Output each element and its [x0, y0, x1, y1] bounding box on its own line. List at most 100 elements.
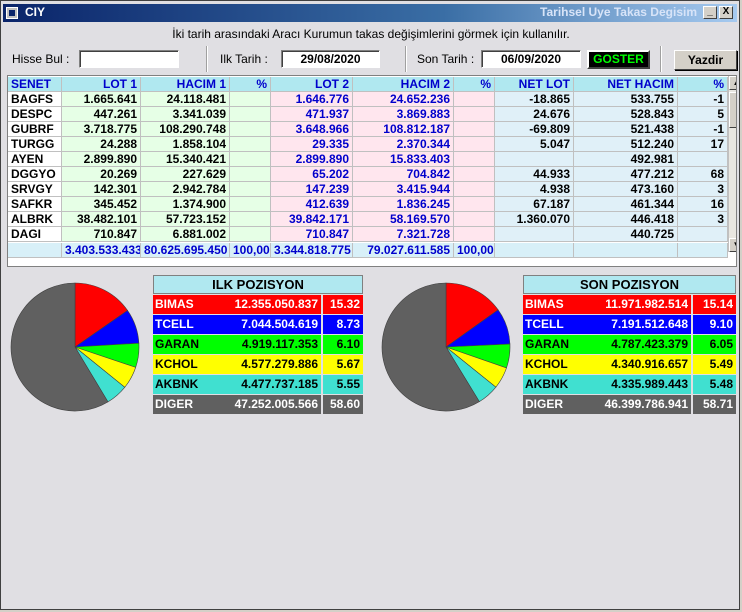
son-item-percent: 58.71 [693, 395, 736, 414]
totals-cell: 100,00 [454, 243, 495, 258]
son-item-value: 46.399.786.941 [585, 395, 691, 414]
table-cell: 5.047 [495, 137, 574, 152]
son-pie-slice-bimas [445, 282, 499, 348]
son-item-name: BIMAS [523, 295, 585, 314]
table-cell: 142.301 [62, 182, 141, 197]
table-cell: 7.321.728 [353, 227, 454, 242]
table-cell: 4.938 [495, 182, 574, 197]
yazdir-button[interactable]: Yazdir [674, 50, 737, 70]
column-header-pct2[interactable]: % [454, 77, 495, 92]
table-cell: 3.648.966 [271, 122, 353, 137]
hisse-search-input[interactable] [79, 50, 179, 68]
table-cell: 1.858.104 [141, 137, 230, 152]
column-header-lot1[interactable]: LOT 1 [62, 77, 141, 92]
scroll-up-icon[interactable]: ▲ [729, 76, 736, 90]
table-cell: 1.374.900 [141, 197, 230, 212]
ilk-item-percent: 5.55 [323, 375, 363, 394]
app-icon[interactable] [6, 7, 18, 19]
son-tarih-input[interactable]: 06/09/2020 [481, 50, 581, 68]
table-row-senet: DGGYO [8, 167, 62, 182]
table-cell: 38.482.101 [62, 212, 141, 227]
table-row-senet: DAGI [8, 227, 62, 242]
table-cell [230, 137, 271, 152]
column-header-lot2[interactable]: LOT 2 [271, 77, 353, 92]
table-cell [230, 212, 271, 227]
separator [660, 46, 662, 72]
table-cell: 3 [678, 212, 728, 227]
table-cell: 3 [678, 182, 728, 197]
totals-cell: 100,00 [230, 243, 271, 258]
column-header-pct1[interactable]: % [230, 77, 271, 92]
scroll-down-icon[interactable]: ▼ [729, 238, 736, 252]
table-cell: 412.639 [271, 197, 353, 212]
table-cell: 58.169.570 [353, 212, 454, 227]
table-cell: 68 [678, 167, 728, 182]
table-row-senet: ALBRK [8, 212, 62, 227]
table-cell [230, 197, 271, 212]
table-cell: 440.725 [574, 227, 678, 242]
table-cell: 1.646.776 [271, 92, 353, 107]
table-row-senet: DESPC [8, 107, 62, 122]
ilk-item-value: 4.577.279.886 [215, 355, 321, 374]
vertical-scrollbar[interactable]: ▲ ▼ [728, 76, 736, 252]
table-cell: 473.160 [574, 182, 678, 197]
table-cell: 492.981 [574, 152, 678, 167]
ilk-item-value: 4.477.737.185 [215, 375, 321, 394]
ilk-item-percent: 15.32 [323, 295, 363, 314]
ilk-pie-slice-bimas [74, 282, 128, 348]
column-header-hacim1[interactable]: HACIM 1 [141, 77, 230, 92]
table-row-senet: TURGG [8, 137, 62, 152]
table-cell: 29.335 [271, 137, 353, 152]
column-header-net-hacim[interactable]: NET HACIM [574, 77, 678, 92]
table-cell: 3.415.944 [353, 182, 454, 197]
table-cell [230, 107, 271, 122]
window-caption: Tarihsel Uye Takas Degisim [540, 5, 697, 19]
ilk-tarih-input[interactable]: 29/08/2020 [281, 50, 380, 68]
table-cell: 24.288 [62, 137, 141, 152]
column-header-pct3[interactable]: % [678, 77, 728, 92]
table-cell [230, 92, 271, 107]
table-cell: 3.869.883 [353, 107, 454, 122]
title-bar[interactable]: CIY Tarihsel Uye Takas Degisim _ X [3, 4, 737, 22]
table-cell: 2.370.344 [353, 137, 454, 152]
son-item-name: AKBNK [523, 375, 585, 394]
totals-cell: 80.625.695.450 [141, 243, 230, 258]
separator [206, 46, 208, 72]
ilk-item-name: GARAN [153, 335, 215, 354]
table-cell: -69.809 [495, 122, 574, 137]
table-cell: 521.438 [574, 122, 678, 137]
ilk-item-name: BIMAS [153, 295, 215, 314]
scroll-thumb[interactable] [729, 92, 736, 128]
son-item-percent: 9.10 [693, 315, 736, 334]
totals-cell [8, 243, 62, 258]
son-item-value: 4.335.989.443 [585, 375, 691, 394]
close-button[interactable]: X [719, 6, 733, 19]
ilk-item-name: DIGER [153, 395, 215, 414]
column-header-net-lot[interactable]: NET LOT [495, 77, 574, 92]
son-item-name: KCHOL [523, 355, 585, 374]
totals-cell [574, 243, 678, 258]
table-cell: 44.933 [495, 167, 574, 182]
table-cell: 446.418 [574, 212, 678, 227]
minimize-button[interactable]: _ [703, 6, 717, 19]
table-cell [454, 152, 495, 167]
table-cell [230, 152, 271, 167]
table-cell: 1.360.070 [495, 212, 574, 227]
column-header-hacim2[interactable]: HACIM 2 [353, 77, 454, 92]
son-pozisyon-title: SON POZISYON [523, 275, 736, 294]
ilk-pozisyon-pie-chart [10, 282, 140, 412]
hisse-label: Hisse Bul : [12, 52, 70, 66]
instruction-text: İki tarih arasındaki Aracı Kurumun takas… [172, 27, 570, 41]
table-cell [230, 227, 271, 242]
table-cell [495, 152, 574, 167]
column-header-senet[interactable]: SENET [8, 77, 62, 92]
son-pie-slice-diger [381, 282, 480, 412]
table-cell [454, 212, 495, 227]
table-cell: 2.942.784 [141, 182, 230, 197]
table-cell: 477.212 [574, 167, 678, 182]
goster-button[interactable]: GOSTER [587, 50, 650, 69]
son-item-name: GARAN [523, 335, 585, 354]
son-item-value: 4.787.423.379 [585, 335, 691, 354]
table-cell: 1.665.641 [62, 92, 141, 107]
